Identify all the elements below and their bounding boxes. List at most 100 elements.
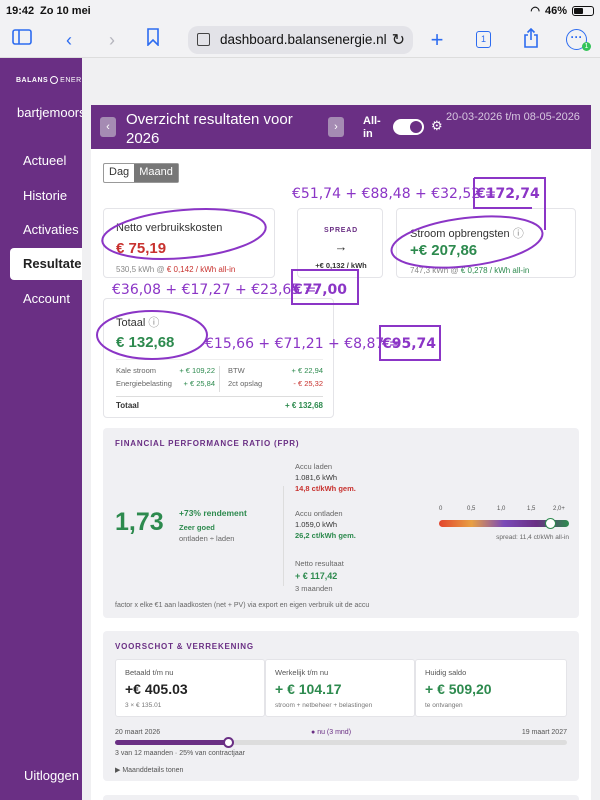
annotation-middle: €36,08 + €17,27 + €23,65 = (112, 282, 317, 298)
sidebar-toggle-icon[interactable] (10, 28, 34, 52)
netto-value: € 75,19 (116, 240, 167, 257)
sidebar-item-account[interactable]: Account (23, 291, 70, 306)
now-dot-icon: ● (311, 729, 316, 736)
sidebar-item-historie[interactable]: Historie (23, 188, 68, 203)
scale-label: 0 (439, 506, 443, 512)
totaal-breakdown: Kale stroom + € 109,22 BTW + € 22,94 Ene… (116, 366, 323, 392)
address-bar[interactable]: dashboard.balansenergie.nl ↻ (188, 26, 413, 54)
arrow-right-icon: → (334, 239, 348, 254)
sidebar-item-actueel[interactable]: Actueel (23, 153, 67, 168)
reload-icon[interactable]: ↻ (391, 32, 405, 49)
tab-dag[interactable]: Dag (109, 166, 130, 178)
contract-progress-fill (115, 740, 228, 745)
breakdown-value: + € 109,22 (176, 366, 220, 379)
fpr-formula: ontladen ÷ laden (179, 534, 235, 543)
fpr-scale-bar (439, 518, 569, 529)
totaal-label: Totaal ⓘ (116, 314, 159, 330)
now-label: nu (3 mnd) (317, 729, 352, 736)
next-section-stub (103, 795, 579, 800)
main-content: ‹ Overzicht resultaten voor 2026 › All-i… (82, 58, 600, 800)
accu-ontladen-rate: 26,2 ct/kWh gem. (295, 531, 356, 540)
werkelijk-label: Werkelijk t/m nu (275, 668, 329, 677)
accu-ontladen-label: Accu ontladen (295, 509, 343, 518)
logo-text: BALANS (16, 76, 49, 84)
netto-resultaat: Netto resultaat + € 117,42 3 maanden (295, 558, 344, 594)
stroom-label-text: Stroom opbrengsten (410, 228, 510, 240)
spread-label: SPREAD (324, 227, 358, 234)
more-icon[interactable]: ··· (566, 29, 587, 50)
forward-icon[interactable]: › (109, 30, 115, 50)
battery-icon (572, 5, 594, 16)
username: bartjemoorse (17, 105, 82, 120)
werkelijk-sub: stroom + netbeheer + belastingen (275, 702, 373, 709)
netto-resultaat-label: Netto resultaat (295, 559, 344, 568)
sidebar-item-resultaten[interactable]: Resultaten (10, 248, 89, 280)
netto-resultaat-value: + € 117,42 (295, 571, 338, 581)
info-icon[interactable]: ⓘ (148, 317, 160, 329)
share-icon[interactable] (519, 27, 543, 52)
breakdown-row: Kale stroom + € 109,22 BTW + € 22,94 (116, 366, 323, 379)
stroom-card: Stroom opbrengsten ⓘ +€ 207,86 747,3 kWh… (396, 208, 576, 278)
tab-overview-icon[interactable]: 1 (476, 31, 491, 48)
netto-rate: € 0,142 / kWh all-in (166, 265, 236, 274)
gear-icon[interactable]: ⚙ (431, 118, 443, 133)
betaald-label: Betaald t/m nu (125, 668, 174, 677)
sidebar: BALANS ENERGIE bartjemoorse Actueel Hist… (0, 58, 95, 800)
fpr-rendement: +73% rendement (179, 508, 247, 518)
accu-laden-kwh: 1.081,6 kWh (295, 473, 338, 482)
totaal-value: € 132,68 (116, 334, 175, 351)
logo: BALANS ENERGIE (16, 76, 95, 84)
status-time: 19:42 (6, 5, 35, 17)
bookmarks-icon[interactable] (141, 28, 165, 52)
allin-toggle[interactable] (393, 119, 424, 135)
logout-link[interactable]: Uitloggen (24, 768, 79, 783)
saldo-card: Huidig saldo + € 509,20 te ontvangen (415, 659, 567, 717)
accu-laden-rate: 14,8 ct/kWh gem. (295, 484, 356, 493)
url-text: dashboard.balansenergie.nl (220, 32, 387, 47)
werkelijk-card: Werkelijk t/m nu + € 104.17 stroom + net… (265, 659, 415, 717)
fpr-spread: spread: 11,4 ct/kWh all-in (496, 534, 569, 541)
totaal-total-value: + € 132,68 (284, 401, 323, 410)
stroom-rate: € 0,278 / kWh all-in (460, 266, 530, 275)
maanddetails-toggle[interactable]: ▶ Maanddetails tonen (115, 767, 184, 774)
voorschot-section: VOORSCHOT & VERREKENING Betaald t/m nu +… (103, 631, 579, 781)
werkelijk-value: + € 104.17 (275, 681, 342, 697)
sidebar-item-activaties[interactable]: Activaties (23, 222, 79, 237)
back-icon[interactable]: ‹ (66, 30, 72, 50)
scale-label: 1,5 (527, 506, 536, 512)
fpr-quality: Zeer goed (179, 523, 215, 532)
breakdown-label: BTW (228, 366, 245, 375)
info-icon[interactable]: ⓘ (512, 228, 524, 240)
wifi-icon: ◠ (530, 5, 540, 17)
contract-now: ● nu (3 mnd) (311, 729, 351, 736)
date-range: 20-03-2026 t/m 08-05-2026 (446, 111, 580, 123)
prev-period-button[interactable]: ‹ (100, 117, 116, 137)
results-panel: ‹ Overzicht resultaten voor 2026 › All-i… (91, 105, 591, 800)
betaald-value: +€ 405.03 (125, 681, 188, 697)
fpr-divider (283, 486, 284, 586)
totaal-card: Totaal ⓘ € 132,68 Kale stroom + € 109,22… (103, 298, 334, 418)
stroom-kwh: 747,3 kWh @ (410, 266, 459, 275)
betaald-card: Betaald t/m nu +€ 405.03 3 × € 135.01 (115, 659, 265, 717)
breakdown-value: + € 22,94 (291, 366, 324, 375)
battery-percent: 46% (544, 4, 567, 17)
scale-label: 0,5 (467, 506, 476, 512)
next-period-button[interactable]: › (328, 117, 344, 137)
tab-maand[interactable]: Maand (134, 164, 178, 182)
status-bar: 19:42 Zo 10 mei ◠ 46% (0, 0, 600, 22)
totaal-divider (116, 359, 323, 360)
logo-ring-icon (50, 76, 59, 84)
results-header: ‹ Overzicht resultaten voor 2026 › All-i… (91, 105, 591, 149)
page-icon (197, 33, 210, 46)
fpr-section: FINANCIAL PERFORMANCE RATIO (FPR) 1,73 +… (103, 428, 579, 618)
accu-ontladen-kwh: 1.059,0 kWh (295, 520, 338, 529)
new-tab-icon[interactable]: + (430, 27, 444, 52)
netto-resultaat-period: 3 maanden (295, 584, 333, 593)
annotation-top-total: €172,74 (476, 186, 540, 202)
netto-kwh: 530,5 kWh @ (116, 265, 165, 274)
fpr-value: 1,73 (115, 508, 164, 536)
logo-text-light: ENERGIE (60, 76, 96, 84)
annotation-middle-total: €77,00 (293, 282, 348, 298)
breakdown-label: Kale stroom (116, 366, 157, 375)
allin-label: All-in (363, 115, 381, 140)
